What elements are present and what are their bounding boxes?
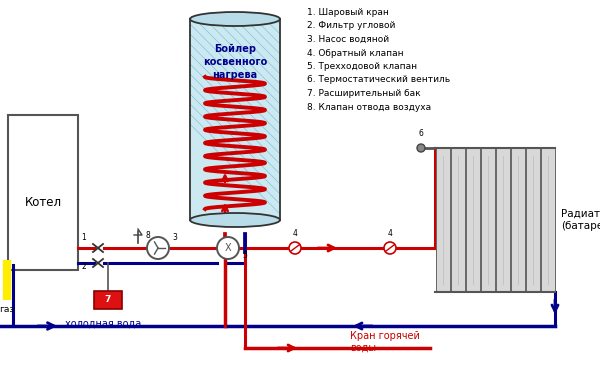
Text: 5: 5 [242, 251, 247, 260]
Text: 8: 8 [145, 231, 150, 240]
Text: Бойлер
косвенного
нагрева: Бойлер косвенного нагрева [203, 44, 267, 80]
Text: 2. Фильтр угловой: 2. Фильтр угловой [307, 22, 395, 30]
Bar [94, 291, 122, 309]
Bar [511, 148, 524, 292]
Text: 3. Насос водяной: 3. Насос водяной [307, 35, 389, 44]
Circle shape [217, 237, 239, 259]
Text: 7. Расширительный бак: 7. Расширительный бак [307, 89, 421, 98]
Text: 1: 1 [81, 233, 86, 242]
Bar [436, 148, 449, 292]
Bar [496, 148, 509, 292]
Bar [190, 19, 280, 220]
Bar [451, 148, 464, 292]
Text: 8. Клапан отвода воздуха: 8. Клапан отвода воздуха [307, 102, 431, 112]
Text: Радиатор
(батарея): Радиатор (батарея) [561, 209, 600, 231]
Circle shape [147, 237, 169, 259]
Text: 6: 6 [419, 129, 424, 138]
Text: 4: 4 [388, 229, 392, 238]
Bar [481, 148, 494, 292]
Bar [466, 148, 479, 292]
Bar [8, 115, 78, 270]
Text: 3: 3 [172, 233, 177, 242]
Ellipse shape [190, 213, 280, 227]
Text: 4: 4 [293, 229, 298, 238]
Text: Котел: Котел [25, 196, 62, 209]
Text: X: X [224, 243, 232, 253]
Text: 2: 2 [81, 262, 86, 271]
Text: газ: газ [0, 305, 14, 314]
Ellipse shape [190, 12, 280, 26]
Text: холодная вода: холодная вода [65, 319, 141, 329]
Circle shape [289, 242, 301, 254]
Text: 4. Обратный клапан: 4. Обратный клапан [307, 49, 404, 58]
Text: 5. Трехходовой клапан: 5. Трехходовой клапан [307, 62, 417, 71]
Bar [541, 148, 554, 292]
Text: 6. Термостатический вентиль: 6. Термостатический вентиль [307, 76, 450, 85]
Circle shape [417, 144, 425, 152]
Text: 1. Шаровый кран: 1. Шаровый кран [307, 8, 389, 17]
Circle shape [384, 242, 396, 254]
Bar [526, 148, 539, 292]
Text: 7: 7 [105, 295, 111, 305]
Text: Кран горячей
воды: Кран горячей воды [350, 331, 420, 353]
